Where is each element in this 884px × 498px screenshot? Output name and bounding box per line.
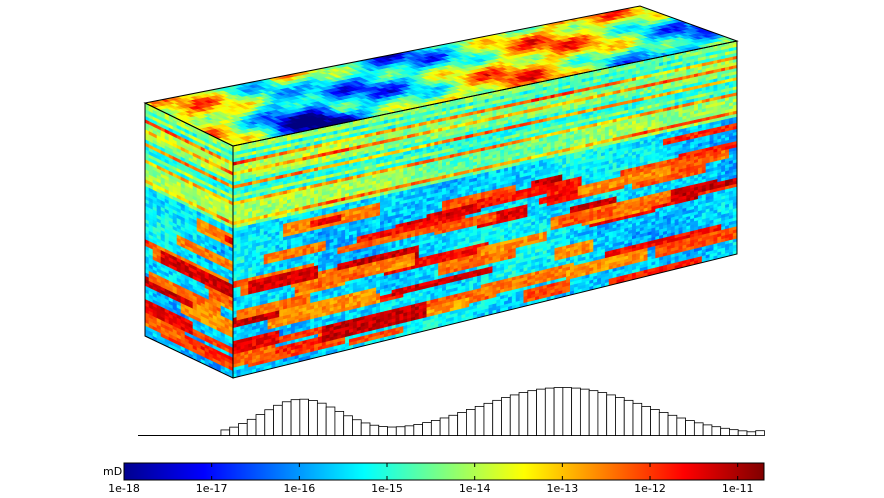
permeability-volume	[143, 5, 739, 379]
volume-top-face	[145, 6, 737, 146]
volume-front-face	[233, 41, 737, 378]
